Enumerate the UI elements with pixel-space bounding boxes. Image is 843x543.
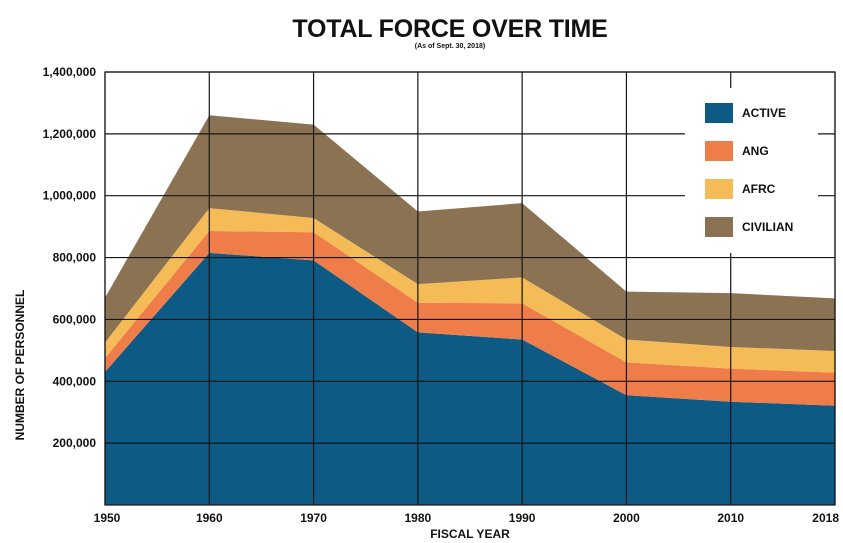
legend: ACTIVE ANG AFRC CIVILIAN [685,88,818,253]
plot-frame [104,71,836,506]
x-tick-label: 2000 [613,511,640,525]
stacked-areas [105,115,835,505]
x-tick-label: 1990 [509,511,536,525]
x-tick-label: 1970 [300,511,327,525]
y-tick-label: 400,000 [53,374,97,388]
chart-title: TOTAL FORCE OVER TIME [292,15,607,43]
x-tick-label: 1950 [94,511,121,525]
legend-entry-label: ACTIVE [742,106,786,120]
legend-entry-label: ANG [742,144,769,158]
area-series-afrc [105,208,835,373]
y-tick-label: 1,000,000 [43,189,97,203]
y-axis-label: NUMBER OF PERSONNEL [13,290,27,441]
legend-swatch [705,179,733,199]
area-series-civilian [105,115,835,351]
grid-lines [104,71,836,506]
y-tick-label: 800,000 [53,251,97,265]
tick-labels: 200,000 400,000 600,000 800,000 1,000,000 1,2… [43,65,840,525]
x-tick-label: 1960 [196,511,223,525]
x-tick-label: 2018 [812,511,839,525]
chart-subtitle: (As of Sept. 30, 2018) [415,43,485,50]
x-axis-label: FISCAL YEAR [430,527,510,541]
legend-entry-label: AFRC [742,182,776,196]
y-tick-label: 1,400,000 [43,65,97,79]
y-tick-label: 1,200,000 [43,127,97,141]
y-tick-label: 200,000 [53,436,97,450]
x-tick-label: 1980 [405,511,432,525]
legend-swatch [705,217,733,237]
area-series-ang [105,230,835,406]
x-tick-label: 2010 [717,511,744,525]
y-tick-label: 600,000 [53,312,97,326]
legend-entry-label: CIVILIAN [742,220,793,234]
legend-swatch [705,103,733,123]
legend-swatch [705,141,733,161]
area-series-active [105,252,835,505]
